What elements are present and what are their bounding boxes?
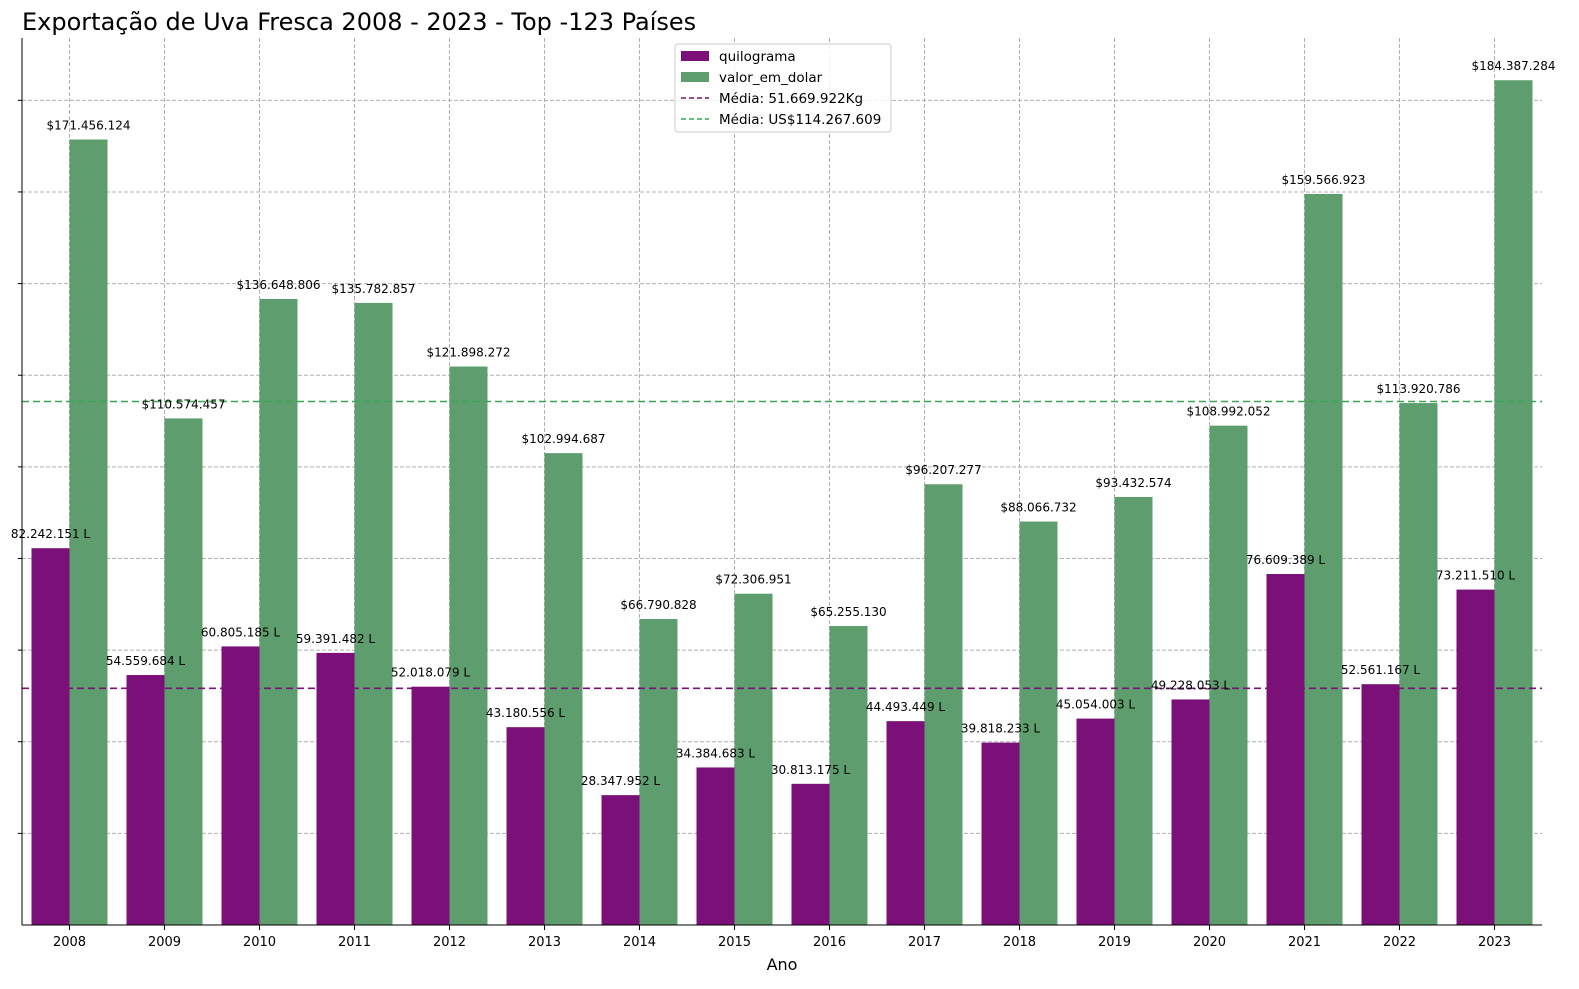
bar-valor-em-dolar bbox=[829, 626, 868, 925]
data-label-quilograma: 76.609.389 L bbox=[1246, 553, 1326, 567]
data-label-quilograma: 54.559.684 L bbox=[106, 654, 186, 668]
x-tick-label: 2013 bbox=[528, 935, 561, 950]
x-tick-label: 2021 bbox=[1288, 935, 1321, 950]
bar-quilograma bbox=[1456, 589, 1495, 925]
data-label-valor-em-dolar: $96.207.277 bbox=[905, 463, 981, 477]
x-tick-label: 2020 bbox=[1193, 935, 1226, 950]
data-label-quilograma: 49.228.053 L bbox=[1151, 678, 1231, 692]
x-tick-label: 2016 bbox=[813, 935, 846, 950]
data-label-quilograma: 60.805.185 L bbox=[201, 625, 281, 639]
x-tick-label: 2009 bbox=[148, 935, 181, 950]
legend-label-mean-kg: Média: 51.669.922Kg bbox=[719, 91, 863, 107]
mean-lines bbox=[22, 400, 1542, 690]
bar-quilograma bbox=[316, 652, 355, 925]
data-label-quilograma: 30.813.175 L bbox=[771, 763, 851, 777]
bar-valor-em-dolar bbox=[1494, 80, 1533, 925]
legend-swatch-kg bbox=[681, 51, 709, 61]
bar-valor-em-dolar bbox=[449, 366, 488, 925]
data-label-quilograma: 43.180.556 L bbox=[486, 706, 566, 720]
bar-quilograma bbox=[411, 686, 450, 925]
bar-quilograma bbox=[791, 783, 830, 925]
data-label-valor-em-dolar: $135.782.857 bbox=[332, 282, 416, 296]
x-axis-label: Ano bbox=[767, 955, 798, 974]
data-label-quilograma: 82.242.151 L bbox=[11, 527, 91, 541]
bars bbox=[31, 80, 1533, 926]
bar-quilograma bbox=[506, 727, 545, 925]
bar-quilograma bbox=[696, 767, 735, 925]
x-tick-label: 2019 bbox=[1098, 935, 1131, 950]
legend-label-usd: valor_em_dolar bbox=[719, 70, 823, 86]
x-tick-label: 2010 bbox=[243, 935, 276, 950]
x-tick-label: 2011 bbox=[338, 935, 371, 950]
bar-valor-em-dolar bbox=[734, 593, 773, 925]
bar-valor-em-dolar bbox=[1304, 193, 1343, 926]
data-labels: 82.242.151 L $171.456.124 54.559.684 L $110… bbox=[11, 59, 1556, 788]
axes: 2008 2009 2010 2011 2012 2013 2014 2015 2016 2017… bbox=[18, 38, 1542, 950]
legend-frame bbox=[674, 43, 892, 133]
bar-quilograma bbox=[1171, 699, 1210, 925]
legend-label-kg: quilograma bbox=[719, 49, 796, 65]
bar-valor-em-dolar bbox=[639, 619, 678, 925]
data-label-valor-em-dolar: $136.648.806 bbox=[237, 278, 321, 292]
data-label-quilograma: 34.384.683 L bbox=[676, 746, 756, 760]
bar-quilograma bbox=[886, 721, 925, 925]
bar-valor-em-dolar bbox=[1209, 425, 1248, 925]
data-label-quilograma: 52.018.079 L bbox=[391, 666, 471, 680]
bar-valor-em-dolar bbox=[1399, 403, 1438, 925]
bar-quilograma bbox=[1266, 574, 1305, 925]
x-tick-label: 2014 bbox=[623, 935, 656, 950]
x-tick-label: 2017 bbox=[908, 935, 941, 950]
data-label-quilograma: 59.391.482 L bbox=[296, 632, 376, 646]
data-label-valor-em-dolar: $88.066.732 bbox=[1000, 501, 1076, 515]
data-label-quilograma: 52.561.167 L bbox=[1341, 663, 1421, 677]
x-tick-label: 2022 bbox=[1383, 935, 1416, 950]
bar-quilograma bbox=[981, 742, 1020, 925]
x-tick-label: 2012 bbox=[433, 935, 466, 950]
x-tick-label: 2018 bbox=[1003, 935, 1036, 950]
bar-quilograma bbox=[31, 548, 70, 925]
data-label-quilograma: 44.493.449 L bbox=[866, 700, 946, 714]
bar-quilograma bbox=[221, 646, 260, 925]
x-tick-label: 2008 bbox=[53, 935, 86, 950]
bar-valor-em-dolar bbox=[1019, 521, 1058, 925]
bar-quilograma bbox=[126, 675, 165, 925]
bar-valor-em-dolar bbox=[164, 418, 203, 925]
data-label-valor-em-dolar: $102.994.687 bbox=[522, 432, 606, 446]
x-tick-label: 2015 bbox=[718, 935, 751, 950]
bar-valor-em-dolar bbox=[924, 484, 963, 925]
x-tick-label: 2023 bbox=[1478, 935, 1511, 950]
data-label-quilograma: 73.211.510 L bbox=[1436, 569, 1516, 583]
bar-quilograma bbox=[1076, 718, 1115, 925]
bar-valor-em-dolar bbox=[259, 298, 298, 926]
bar-valor-em-dolar bbox=[354, 302, 393, 925]
legend-swatch-usd bbox=[681, 72, 709, 82]
legend: quilograma valor_em_dolar Média: 51.669.… bbox=[674, 43, 892, 133]
data-label-quilograma: 45.054.003 L bbox=[1056, 698, 1136, 712]
data-label-valor-em-dolar: $113.920.786 bbox=[1377, 382, 1461, 396]
data-label-valor-em-dolar: $65.255.130 bbox=[810, 605, 886, 619]
data-label-valor-em-dolar: $184.387.284 bbox=[1472, 59, 1556, 73]
data-label-quilograma: 28.347.952 L bbox=[581, 774, 661, 788]
bar-quilograma bbox=[601, 795, 640, 925]
bar-quilograma bbox=[1361, 684, 1400, 925]
chart-title: Exportação de Uva Fresca 2008 - 2023 - T… bbox=[22, 8, 696, 36]
legend-label-mean-usd: Média: US$114.267.609 bbox=[719, 112, 881, 128]
data-label-valor-em-dolar: $159.566.923 bbox=[1282, 173, 1366, 187]
data-label-valor-em-dolar: $93.432.574 bbox=[1095, 476, 1171, 490]
bar-valor-em-dolar bbox=[69, 139, 108, 925]
data-label-quilograma: 39.818.233 L bbox=[961, 722, 1041, 736]
data-label-valor-em-dolar: $108.992.052 bbox=[1187, 405, 1271, 419]
data-label-valor-em-dolar: $72.306.951 bbox=[715, 573, 791, 587]
data-label-valor-em-dolar: $110.574.457 bbox=[142, 397, 226, 411]
data-label-valor-em-dolar: $66.790.828 bbox=[620, 598, 696, 612]
data-label-valor-em-dolar: $171.456.124 bbox=[47, 118, 131, 132]
bar-valor-em-dolar bbox=[1114, 496, 1153, 925]
data-label-valor-em-dolar: $121.898.272 bbox=[427, 346, 511, 360]
